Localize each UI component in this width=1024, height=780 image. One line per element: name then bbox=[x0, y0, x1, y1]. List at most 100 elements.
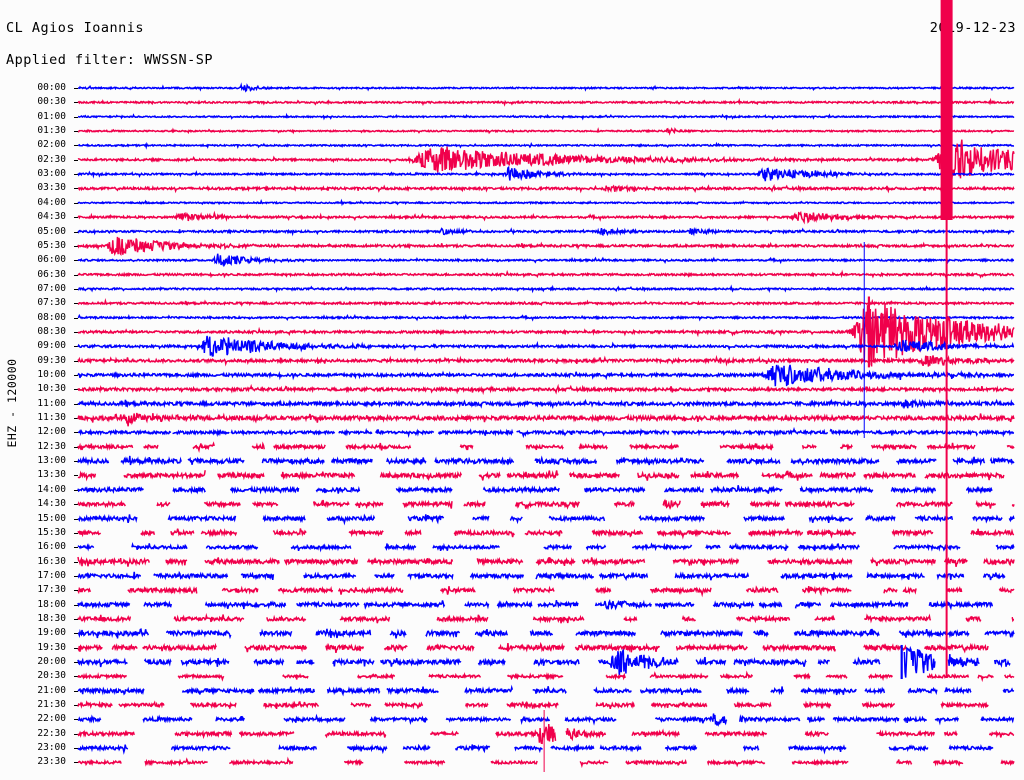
trace-segment bbox=[830, 600, 909, 609]
trace-segment bbox=[203, 500, 241, 509]
trace-segment bbox=[384, 701, 424, 710]
time-label: 08:30 bbox=[37, 325, 66, 337]
trace-segment bbox=[649, 586, 712, 598]
trace-segment bbox=[339, 615, 391, 624]
trace-segment bbox=[140, 529, 156, 537]
trace-segment bbox=[337, 585, 404, 595]
trace-segment bbox=[654, 713, 728, 727]
trace-segment bbox=[228, 756, 294, 766]
trace-segment bbox=[386, 456, 427, 466]
axis-tick bbox=[74, 504, 78, 506]
trace-segment bbox=[77, 226, 1015, 237]
trace-segment bbox=[453, 528, 515, 538]
trace-segment bbox=[77, 428, 172, 437]
trace-row bbox=[77, 398, 1015, 410]
trace-segment bbox=[625, 758, 687, 767]
axis-tick bbox=[74, 217, 78, 219]
trace-segment bbox=[251, 441, 265, 451]
trace-segment bbox=[77, 269, 1015, 280]
axis-tick bbox=[74, 705, 78, 707]
trace-segment bbox=[982, 572, 1006, 581]
trace-segment bbox=[801, 443, 817, 450]
trace-segment bbox=[180, 657, 230, 668]
trace-segment bbox=[595, 700, 635, 710]
trace-segment bbox=[870, 556, 936, 567]
trace-segment bbox=[77, 139, 1015, 181]
trace-segment bbox=[303, 571, 357, 580]
trace-segment bbox=[819, 470, 856, 480]
trace-segment bbox=[315, 486, 361, 494]
trace-segment bbox=[762, 643, 837, 653]
trace-segment bbox=[426, 643, 475, 652]
time-label: 14:30 bbox=[37, 498, 66, 510]
trace-segment bbox=[902, 586, 917, 595]
trace-row bbox=[77, 441, 1015, 454]
trace-segment bbox=[660, 628, 743, 639]
time-label: 09:30 bbox=[37, 354, 66, 366]
trace-segment bbox=[726, 456, 781, 466]
time-label: 02:00 bbox=[37, 139, 66, 151]
trace-segment bbox=[77, 442, 134, 451]
time-label: 04:00 bbox=[37, 196, 66, 208]
trace-segment bbox=[675, 642, 748, 652]
trace-segment bbox=[532, 614, 585, 624]
trace-row bbox=[77, 455, 1015, 467]
axis-tick bbox=[74, 174, 78, 176]
trace-segment bbox=[389, 628, 407, 639]
trace-segment bbox=[77, 183, 1015, 194]
trace-segment bbox=[375, 428, 435, 438]
trace-segment bbox=[464, 600, 490, 610]
trace-segment bbox=[1011, 504, 1015, 507]
axis-tick bbox=[74, 446, 78, 448]
trace-segment bbox=[788, 744, 847, 755]
trace-segment bbox=[793, 628, 880, 639]
trace-segment bbox=[525, 443, 564, 451]
axis-tick bbox=[74, 489, 78, 491]
trace-segment bbox=[800, 686, 857, 696]
trace-segment bbox=[770, 686, 785, 696]
axis-tick bbox=[74, 590, 78, 592]
trace-segment bbox=[638, 514, 706, 524]
trace-segment bbox=[629, 442, 679, 451]
trace-segment bbox=[77, 628, 150, 639]
time-label: 19:00 bbox=[37, 627, 66, 639]
trace-segment bbox=[704, 729, 768, 739]
trace-segment bbox=[548, 514, 606, 523]
trace-segment bbox=[532, 686, 567, 695]
trace-segment bbox=[244, 644, 308, 653]
trace-segment bbox=[436, 614, 489, 624]
time-label: 10:30 bbox=[37, 383, 66, 395]
trace-segment bbox=[543, 543, 572, 551]
trace-segment bbox=[865, 514, 896, 523]
trace-segment bbox=[947, 654, 980, 668]
trace-segment bbox=[575, 428, 670, 437]
trace-segment bbox=[672, 557, 740, 567]
trace-segment bbox=[77, 700, 113, 709]
trace-segment bbox=[143, 657, 172, 667]
trace-segment bbox=[156, 500, 171, 508]
trace-segment bbox=[975, 499, 996, 509]
axis-tick bbox=[74, 719, 78, 721]
trace-segment bbox=[868, 672, 894, 682]
trace-row bbox=[77, 670, 1015, 683]
trace-segment bbox=[490, 759, 538, 766]
trace-segment bbox=[354, 500, 384, 510]
trace-row bbox=[77, 335, 1015, 357]
trace-segment bbox=[383, 643, 408, 653]
trace-segment bbox=[384, 542, 417, 552]
trace-segment bbox=[445, 715, 512, 724]
trace-segment bbox=[325, 642, 365, 654]
event-marker-late bbox=[543, 710, 545, 772]
trace-segment bbox=[463, 499, 486, 509]
trace-segment bbox=[204, 600, 287, 610]
time-label: 21:00 bbox=[37, 684, 66, 696]
trace-segment bbox=[970, 528, 1015, 538]
axis-tick bbox=[74, 260, 78, 262]
trace-segment bbox=[852, 656, 881, 666]
trace-segment bbox=[350, 701, 372, 709]
trace-segment bbox=[174, 729, 233, 740]
trace-segment bbox=[742, 426, 829, 437]
trace-segment bbox=[926, 442, 976, 451]
trace-segment bbox=[77, 383, 1015, 396]
trace-segment bbox=[200, 528, 238, 538]
